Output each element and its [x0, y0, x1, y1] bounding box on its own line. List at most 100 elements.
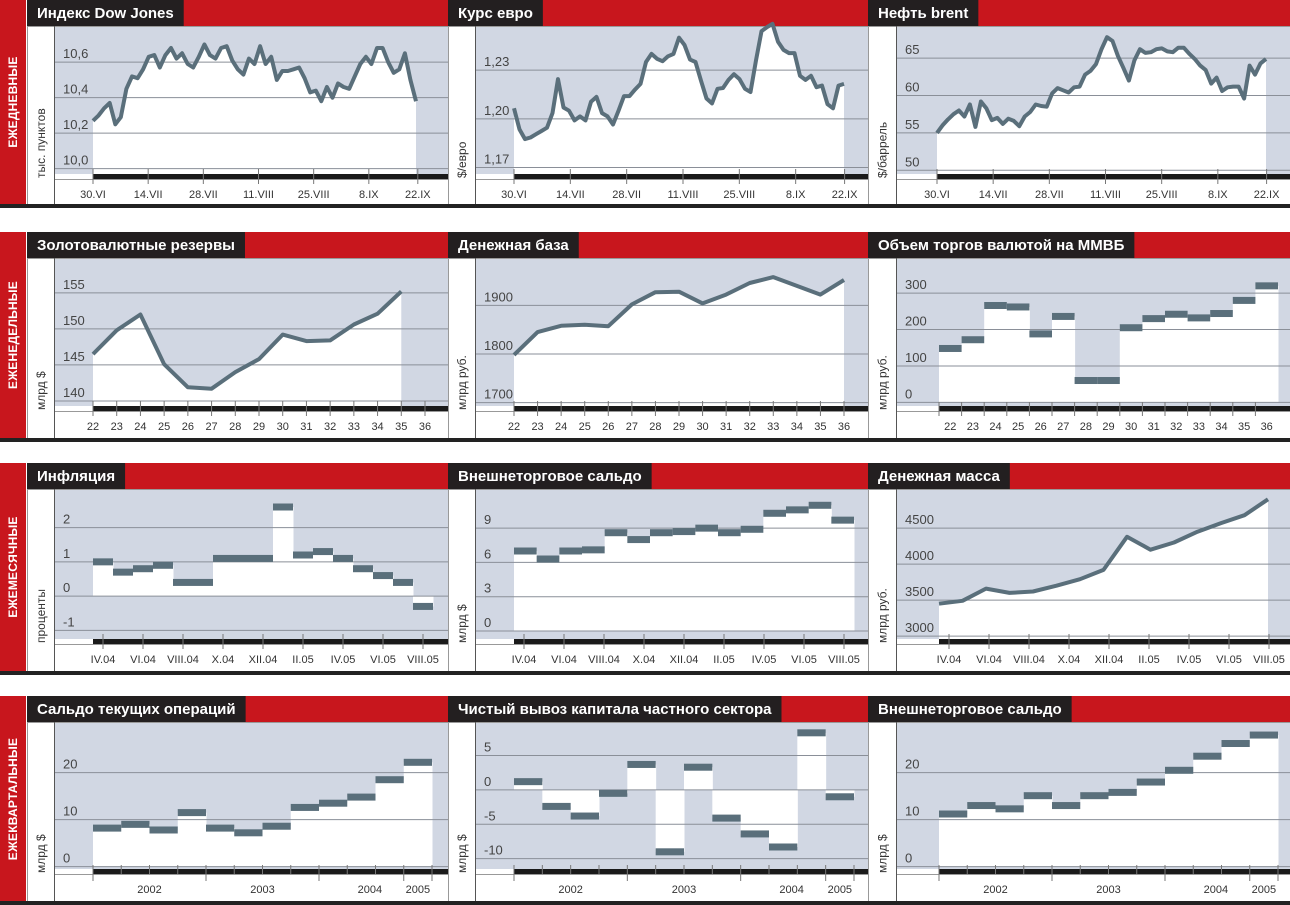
bar-value-mark	[655, 848, 684, 856]
bar-fill	[413, 596, 434, 607]
chart-title: Золотовалютные резервы	[37, 237, 235, 254]
bar-value-mark	[149, 826, 178, 834]
bar-fill	[740, 529, 764, 631]
chart-title: Денежная база	[458, 237, 569, 254]
x-axis-rule	[897, 411, 1290, 412]
title-background	[448, 0, 543, 26]
bar-fill	[604, 532, 628, 631]
area-fill	[514, 277, 844, 406]
panel-border	[868, 26, 869, 206]
bar-value-mark	[1029, 330, 1052, 338]
bar-value-mark	[1255, 282, 1278, 290]
x-tick-label: 22	[944, 421, 956, 433]
bar-value-mark	[825, 793, 854, 801]
bar-value-mark	[273, 503, 293, 511]
bar-fill	[672, 531, 696, 631]
title-background	[868, 696, 1072, 722]
bar-value-mark	[718, 529, 741, 537]
title-background	[448, 232, 579, 258]
bar-fill	[769, 789, 798, 847]
y-tick-label: 100	[905, 350, 927, 365]
bar-fill	[1193, 756, 1222, 867]
bar-fill	[290, 807, 320, 867]
panel-border	[448, 489, 449, 671]
x-tick-label: VIII.04	[1013, 654, 1045, 666]
title-background	[868, 463, 1010, 489]
x-tick-label: 11.VIII	[1090, 189, 1121, 201]
x-tick-label: 25.VIII	[1146, 189, 1178, 201]
ylabel-divider	[54, 489, 55, 671]
x-tick-label: 14.VII	[134, 189, 163, 201]
x-tick-label: 8.IX	[359, 189, 379, 201]
bar-value-mark	[1006, 303, 1030, 311]
bar-value-mark	[1193, 752, 1222, 760]
panel-border	[868, 258, 869, 438]
x-tick-label: 35	[395, 421, 407, 433]
title-underline	[27, 489, 448, 490]
bar-fill	[93, 561, 114, 597]
x-tick-label: 8.IX	[786, 189, 806, 201]
y-axis-label: млрд руб.	[876, 588, 890, 643]
x-tick-label: 23	[111, 421, 123, 433]
x-tick-label: 11.VIII	[668, 189, 699, 201]
chart-panel-reserves: Золотовалютные резервы млрд $ 140 145 150 155…	[27, 232, 448, 438]
panel-border	[868, 722, 869, 901]
y-tick-label: 140	[63, 385, 85, 400]
x-tick-label: 23	[531, 421, 543, 433]
ylabel-divider	[896, 489, 897, 671]
bar-value-mark	[173, 578, 193, 586]
x-tick-label: 30	[277, 421, 289, 433]
bar-fill	[627, 764, 657, 790]
x-tick-label: 34	[791, 421, 803, 433]
chart-panel-capital: Чистый вывоз капитала частного сектора мл…	[448, 696, 868, 901]
y-axis-label: млрд $	[455, 834, 469, 873]
y-tick-label: 1700	[484, 387, 513, 402]
bar-value-mark	[262, 822, 291, 830]
x-tick-label: 34	[1215, 421, 1227, 433]
bar-fill	[536, 559, 560, 631]
bar-value-mark	[712, 814, 741, 822]
row-divider	[0, 671, 1290, 675]
bar-value-mark	[1221, 740, 1250, 748]
bar-value-mark	[672, 528, 696, 536]
bar-fill	[582, 549, 606, 631]
chart-panel-base: Денежная база млрд руб. 1700 1800 1900 22 23 24…	[448, 232, 868, 438]
bar-fill	[514, 551, 538, 631]
x-axis-bar	[93, 406, 448, 411]
bar-value-mark	[1165, 310, 1188, 318]
y-tick-label: -1	[63, 614, 75, 629]
x-tick-label: 32	[744, 421, 756, 433]
bar-value-mark	[1136, 778, 1165, 786]
x-tick-label: X.04	[633, 654, 656, 666]
bar-fill	[1221, 743, 1251, 867]
bar-value-mark	[93, 824, 122, 832]
x-tick-label: XII.04	[670, 654, 699, 666]
bar-fill	[121, 824, 150, 867]
x-axis-bar	[93, 869, 448, 874]
x-tick-label: 33	[1193, 421, 1205, 433]
x-axis-rule	[897, 644, 1290, 645]
x-axis-bar	[514, 639, 868, 644]
bar-fill	[1136, 782, 1166, 867]
chart-title: Внешнеторговое сальдо	[878, 701, 1062, 718]
bar-fill	[1052, 805, 1081, 867]
x-axis-bar	[939, 639, 1290, 644]
y-axis-label: млрд $	[34, 371, 48, 410]
x-tick-label: IV.05	[1177, 654, 1202, 666]
chart-panel-brent: Нефть brent $/баррель 50 55 60 65 30.VI 14.VII 2…	[868, 0, 1290, 206]
x-tick-label: 14.VII	[556, 189, 585, 201]
panel-border	[448, 722, 449, 901]
bar-fill	[712, 789, 742, 819]
x-tick-label: 33	[767, 421, 779, 433]
x-tick-label: 2005	[828, 884, 852, 896]
x-tick-label: XII.04	[1095, 654, 1124, 666]
bar-value-mark	[1023, 792, 1052, 800]
bar-fill	[113, 572, 134, 597]
bar-fill	[177, 812, 207, 867]
x-axis-bar	[514, 406, 868, 411]
x-axis-bar	[937, 174, 1290, 179]
x-tick-label: 2002	[558, 884, 582, 896]
y-tick-label: 0	[63, 580, 70, 595]
chart-panel-trade-quarterly: Внешнеторговое сальдо млрд $ 0 10 20 2002 2003…	[868, 696, 1290, 901]
bar-fill	[206, 828, 235, 867]
